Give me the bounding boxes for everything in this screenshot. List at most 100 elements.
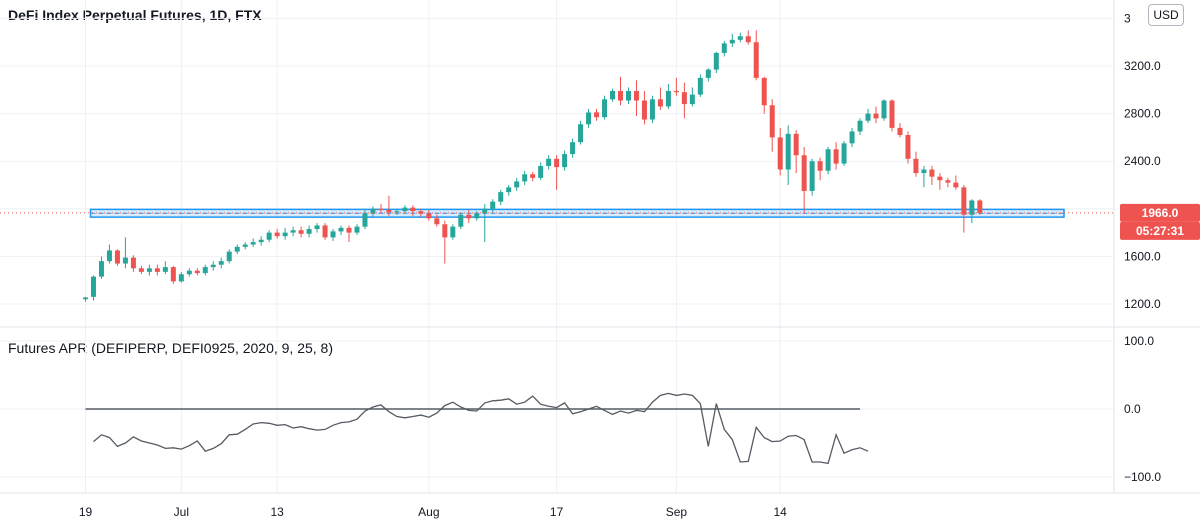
- candles: [83, 30, 983, 302]
- candle-body: [298, 230, 304, 234]
- candle-body: [713, 52, 719, 70]
- candle-body: [937, 176, 943, 181]
- candle-body: [849, 131, 855, 144]
- candle-body: [282, 232, 288, 237]
- indicator-title: Futures APR (DEFIPERP, DEFI0925, 2020, 9…: [8, 340, 334, 356]
- candle-body: [657, 99, 663, 107]
- candle-body: [881, 100, 887, 119]
- candle-body: [769, 105, 775, 138]
- candle-body: [833, 149, 839, 164]
- candle-body: [905, 135, 911, 159]
- countdown-tag: [1120, 221, 1200, 240]
- chart-title: DeFi Index Perpetual Futures, 1D, FTX: [8, 7, 262, 23]
- candle-body: [314, 225, 320, 230]
- candle-body: [338, 227, 344, 232]
- candle-body: [554, 158, 560, 168]
- candle-body: [977, 200, 983, 213]
- price-tick-label: 1600.0: [1124, 249, 1161, 263]
- candle-body: [130, 257, 136, 269]
- candle-body: [346, 227, 352, 233]
- candle-body: [665, 90, 671, 107]
- candle-body: [106, 250, 112, 262]
- candle-body: [250, 242, 256, 245]
- candle-body: [290, 230, 296, 233]
- time-tick-label: Sep: [666, 505, 688, 519]
- candle-body: [929, 169, 935, 177]
- candle-body: [266, 232, 272, 240]
- candle-body: [617, 90, 623, 101]
- price-tick-label: 2400.0: [1124, 154, 1161, 168]
- candle-body: [586, 112, 592, 125]
- candle-body: [697, 77, 703, 95]
- candle-body: [817, 161, 823, 171]
- candle-body: [761, 77, 767, 106]
- apr-series-line: [93, 392, 869, 465]
- candle-body: [402, 207, 408, 212]
- candle-body: [258, 239, 264, 243]
- candle-body: [234, 246, 240, 252]
- candle-body: [426, 213, 432, 219]
- candle-body: [98, 261, 104, 277]
- candle-body: [809, 161, 815, 191]
- apr-tick-label: 0.0: [1124, 402, 1141, 416]
- candle-body: [570, 142, 576, 155]
- candle-body: [641, 100, 647, 120]
- candle-body: [378, 208, 384, 210]
- candle-body: [865, 113, 871, 121]
- candle-body: [522, 174, 528, 182]
- candle-body: [394, 211, 400, 213]
- current-price-tag: [1120, 203, 1200, 222]
- candle-body: [841, 143, 847, 164]
- candle-body: [410, 207, 416, 212]
- candle-body: [538, 165, 544, 178]
- candle-body: [138, 268, 144, 272]
- candle-body: [482, 208, 488, 214]
- apr-tick-label: 100.0: [1124, 334, 1154, 348]
- candle-body: [729, 39, 735, 44]
- candle-body: [466, 214, 472, 219]
- candle-body: [737, 36, 743, 40]
- candle-body: [354, 226, 360, 233]
- candle-body: [825, 149, 831, 171]
- candle-body: [90, 276, 96, 297]
- candle-body: [210, 264, 216, 268]
- currency-button[interactable]: USD: [1148, 4, 1184, 26]
- candle-body: [721, 43, 727, 53]
- candle-body: [386, 209, 392, 213]
- candle-body: [474, 213, 480, 219]
- candle-body: [514, 181, 520, 188]
- candle-body: [673, 90, 679, 93]
- candle-body: [242, 244, 248, 247]
- candle-body: [178, 274, 184, 282]
- candle-body: [530, 174, 536, 178]
- candle-body: [202, 267, 208, 274]
- candle-body: [913, 158, 919, 174]
- candle-body: [578, 124, 584, 143]
- time-tick-label: 19: [79, 505, 93, 519]
- candle-body: [945, 180, 951, 183]
- candle-body: [162, 267, 168, 272]
- candle-body: [170, 267, 176, 282]
- candle-body: [785, 133, 791, 170]
- candle-body: [610, 90, 616, 100]
- candle-body: [953, 182, 959, 188]
- candle-body: [889, 100, 895, 128]
- candle-body: [370, 208, 376, 214]
- candle-body: [873, 113, 879, 119]
- time-tick-label: 14: [774, 505, 788, 519]
- grid-lines: [0, 0, 1114, 493]
- candle-body: [969, 200, 975, 215]
- candle-body: [226, 251, 232, 262]
- time-tick-label: 17: [550, 505, 564, 519]
- candle-body: [322, 225, 328, 238]
- price-tick-label: 3200.0: [1124, 59, 1161, 73]
- candle-body: [186, 270, 192, 275]
- candle-body: [458, 214, 464, 227]
- candle-body: [274, 232, 280, 237]
- candle-body: [602, 99, 608, 118]
- price-tick-label: 2800.0: [1124, 107, 1161, 121]
- price-tick-label: 3: [1124, 11, 1131, 25]
- candle-body: [793, 133, 799, 156]
- candle-body: [921, 169, 927, 174]
